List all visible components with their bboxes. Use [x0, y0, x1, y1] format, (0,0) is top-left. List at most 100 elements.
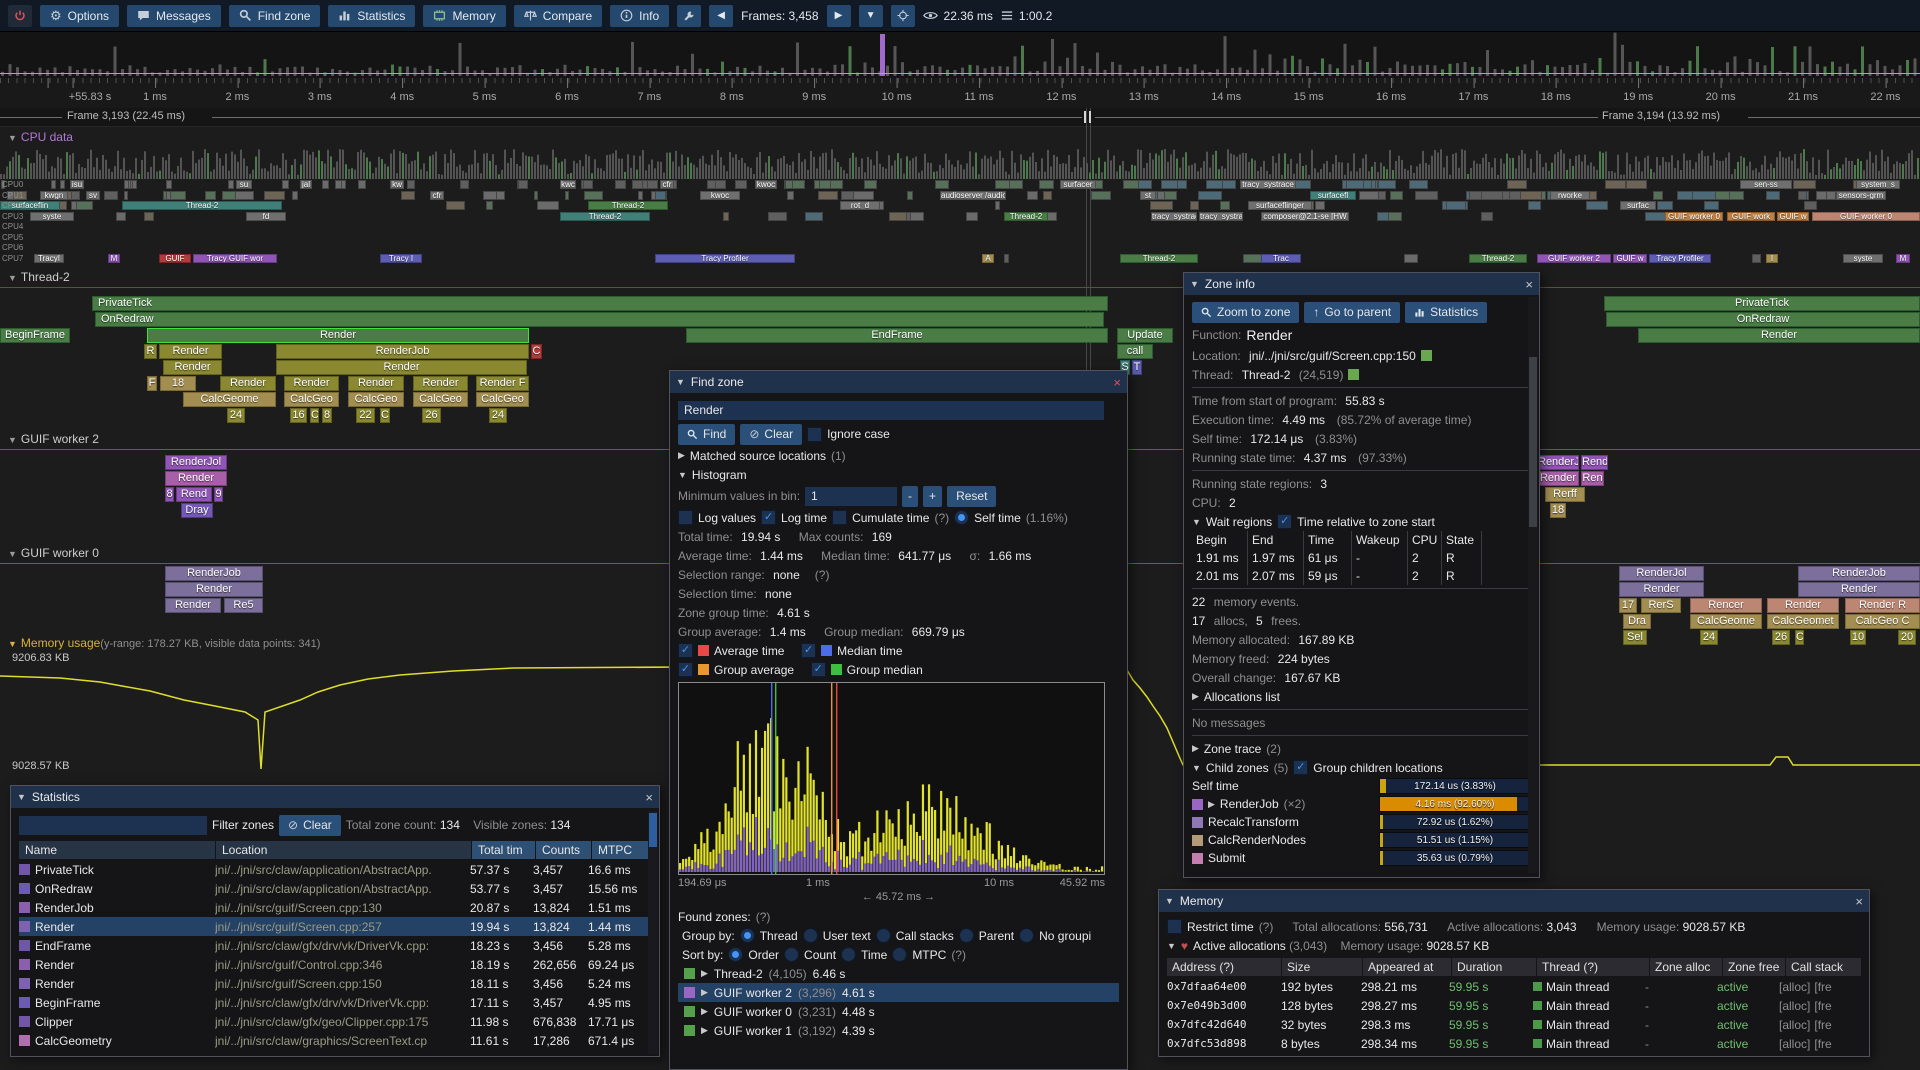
- col-location[interactable]: Location: [216, 841, 471, 859]
- address-cell[interactable]: 0x7dfaa64e00: [1167, 980, 1281, 993]
- timeline-zone[interactable]: R: [144, 344, 157, 359]
- cpu-zone[interactable]: [1466, 191, 1471, 200]
- timeline-zone[interactable]: Rend: [176, 487, 212, 502]
- cpu-zone[interactable]: M: [108, 254, 120, 263]
- cpu-zone[interactable]: [60, 180, 65, 189]
- cpu-zone[interactable]: [460, 180, 469, 189]
- cpu-zone[interactable]: [1161, 180, 1177, 189]
- find-button[interactable]: Find: [678, 424, 735, 445]
- radio-button[interactable]: [784, 947, 799, 962]
- power-button[interactable]: [8, 5, 32, 27]
- find-zone-button[interactable]: Find zone: [229, 5, 321, 27]
- cpu-zone[interactable]: [935, 180, 949, 189]
- cpu-zone[interactable]: [1752, 254, 1760, 263]
- cumulate-time-checkbox[interactable]: [832, 510, 847, 525]
- cpu-zone[interactable]: isu: [70, 180, 84, 189]
- cpu-zone[interactable]: Tracy GUIF wor: [193, 254, 277, 263]
- cpu-zone[interactable]: [116, 212, 125, 221]
- min-bin-plus-button[interactable]: +: [923, 486, 942, 507]
- timeline-zone[interactable]: CalcGeo: [476, 392, 529, 407]
- cpu-zone[interactable]: sensors-grm: [1836, 191, 1886, 200]
- cpu-zone[interactable]: [1043, 191, 1052, 200]
- cpu-zone[interactable]: sv: [86, 191, 100, 200]
- cpu-zone[interactable]: [1346, 180, 1364, 189]
- cpu-zone[interactable]: [864, 180, 877, 189]
- cpu-zone[interactable]: [292, 191, 299, 200]
- scrollbar[interactable]: [648, 811, 658, 1054]
- cpu-zone[interactable]: jal: [300, 180, 312, 189]
- timeline-zone[interactable]: RenderJob: [276, 344, 529, 359]
- cpu-zone[interactable]: Thread-2: [1004, 212, 1048, 221]
- cpu-zone[interactable]: [615, 180, 626, 189]
- cpu-zone[interactable]: [1605, 180, 1626, 189]
- radio-button[interactable]: [728, 947, 743, 962]
- cpu-zone[interactable]: [235, 191, 254, 200]
- radio-button[interactable]: [876, 928, 891, 943]
- timeline-zone[interactable]: CalcGeo: [348, 392, 404, 407]
- timeline-zone[interactable]: 8: [322, 408, 332, 423]
- cpu-zone[interactable]: [1442, 201, 1447, 210]
- cpu-zone[interactable]: [1123, 180, 1139, 189]
- call-stack-cell[interactable]: [alloc] [fre: [1779, 999, 1861, 1013]
- timeline-zone[interactable]: Render: [1537, 471, 1579, 486]
- cpu-zone[interactable]: [76, 201, 94, 210]
- address-cell[interactable]: 0x7e049b3d00: [1167, 999, 1281, 1012]
- cpu-zone[interactable]: A: [982, 254, 994, 263]
- cpu-zone[interactable]: [124, 180, 129, 189]
- cpu-zone[interactable]: [1804, 201, 1817, 210]
- cpu-zone[interactable]: [1243, 254, 1263, 263]
- cpu-zone[interactable]: [1008, 180, 1023, 189]
- collapse-arrow-icon[interactable]: ▼: [676, 377, 685, 387]
- timeline-zone[interactable]: 16: [290, 408, 307, 423]
- allocations-list-row[interactable]: ▶Allocations list: [1192, 687, 1531, 706]
- cpu-zone[interactable]: syste: [30, 212, 74, 221]
- col-mtpc[interactable]: MTPC: [592, 841, 651, 859]
- timeline-zone[interactable]: Render: [1798, 582, 1920, 597]
- cpu-zone[interactable]: kwoc: [700, 191, 740, 200]
- cpu-zone[interactable]: [335, 180, 343, 189]
- cpu-zone[interactable]: [1520, 191, 1542, 200]
- thread-header-guif-worker-0[interactable]: ▼GUIF worker 0: [8, 546, 99, 560]
- timeline-zone[interactable]: CalcGeome: [1690, 614, 1762, 629]
- timeline-zone[interactable]: Ren: [1581, 471, 1604, 486]
- address-cell[interactable]: 0x7dfc42d640: [1167, 1018, 1281, 1031]
- next-frame-button[interactable]: ▶: [827, 5, 851, 27]
- cpu-zone[interactable]: tracy_systrace: [1151, 212, 1197, 221]
- clear-filter-button[interactable]: ⊘Clear: [279, 815, 341, 836]
- group-children-checkbox[interactable]: ✓: [1293, 760, 1308, 775]
- cpu-zone[interactable]: [1798, 191, 1807, 200]
- timeline-zone[interactable]: 24: [489, 408, 507, 423]
- cpu-zone[interactable]: [853, 191, 874, 200]
- timeline-zone[interactable]: Render: [413, 376, 468, 391]
- cpu-zone[interactable]: rworke: [1550, 191, 1590, 200]
- cpu-zone[interactable]: [1220, 201, 1230, 210]
- cpu-zone[interactable]: [1653, 191, 1663, 200]
- cpu-zone[interactable]: [910, 212, 923, 221]
- timeline-zone[interactable]: CalcGeomet: [1767, 614, 1839, 629]
- cpu-zone[interactable]: [483, 191, 497, 200]
- cpu-zone[interactable]: rot_d: [840, 201, 880, 210]
- timeline-zone[interactable]: Render: [276, 360, 527, 375]
- timeline-zone[interactable]: 18: [1550, 503, 1566, 518]
- cpu-zone[interactable]: [1206, 180, 1223, 189]
- cpu-zone[interactable]: [1586, 201, 1608, 210]
- cpu-zone[interactable]: [401, 191, 415, 200]
- statistics-titlebar[interactable]: ▼ Statistics ×: [11, 786, 659, 808]
- close-icon[interactable]: ×: [1525, 278, 1533, 291]
- timeline-zone[interactable]: RenderJob: [165, 566, 263, 581]
- child-zones-header[interactable]: ▼Child zones(5)✓Group children locations: [1192, 758, 1531, 777]
- timeline-zone[interactable]: RenderJol: [1619, 566, 1704, 581]
- timeline-zone[interactable]: Render: [284, 376, 339, 391]
- collapse-arrow-icon[interactable]: ▼: [1167, 941, 1176, 951]
- cpu-zone[interactable]: surfac: [1620, 201, 1656, 210]
- cpu-zone[interactable]: [830, 180, 843, 189]
- timeline-zone[interactable]: C: [1795, 630, 1804, 645]
